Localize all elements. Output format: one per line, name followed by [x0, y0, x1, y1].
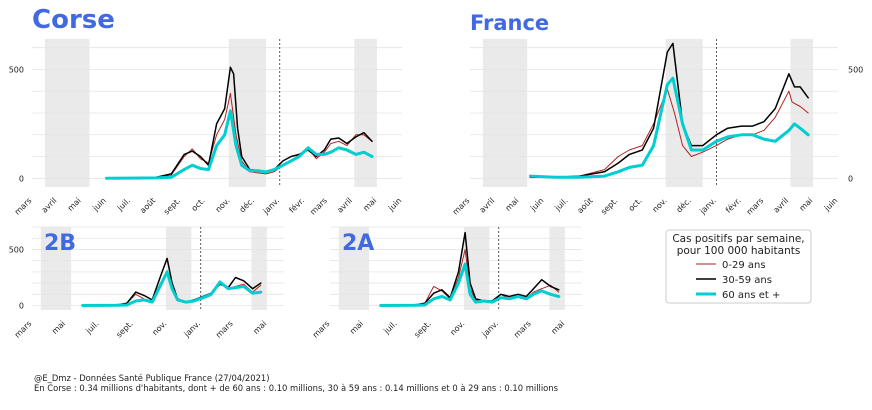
legend-frame — [665, 229, 812, 304]
x-tick-label: sept. — [412, 319, 432, 339]
x-tick-label: nov. — [651, 196, 669, 214]
series-line-60-ans-et- — [105, 109, 374, 180]
x-tick-label: juil. — [84, 319, 101, 336]
x-tick-label: mai — [361, 196, 378, 213]
shaded-period-3 — [549, 227, 565, 310]
x-tick-label: mai — [348, 319, 365, 336]
x-tick-label: mars — [214, 319, 235, 340]
shaded-period-3 — [251, 227, 267, 310]
x-tick-label: déc. — [237, 195, 256, 214]
series-line-60-ans-et- — [528, 76, 810, 179]
x-tick-label: juin — [822, 196, 839, 213]
x-tick-label: févr. — [723, 195, 743, 215]
x-tick-label: juil. — [115, 196, 132, 213]
y-tick-label: 500 — [848, 65, 863, 74]
x-tick-label: mai — [66, 196, 83, 213]
series-line-0-29-ans — [529, 88, 809, 178]
y-tick-label: 500 — [9, 65, 24, 74]
x-tick-label: janv. — [182, 319, 202, 339]
legend-title-line2: pour 100 000 habitants — [677, 245, 801, 257]
y-tick-label: 0 — [848, 174, 853, 183]
x-tick-label: janv. — [261, 196, 281, 216]
y-tick-label: 500 — [9, 245, 24, 254]
x-tick-label: nov. — [448, 319, 466, 337]
legend-label-30-59: 30-59 ans — [722, 275, 772, 286]
shaded-period-2 — [165, 227, 192, 310]
x-tick-label: nov. — [214, 196, 232, 214]
x-tick-label: mars — [451, 196, 472, 217]
x-tick-label: juin — [528, 196, 545, 213]
footer-source: @E_Dmz - Données Santé Publique France (… — [34, 373, 270, 383]
y-tick-label: 0 — [19, 302, 24, 311]
footer-population: En Corse : 0.34 millions d'habitants, do… — [34, 383, 558, 393]
x-tick-label: nov. — [150, 319, 168, 337]
x-tick-label: sept. — [162, 196, 182, 216]
x-tick-label: juil. — [382, 319, 399, 336]
x-tick-label: avril — [478, 196, 497, 215]
x-tick-label: mars — [308, 196, 329, 217]
legend-label-60-plus: 60 ans et + — [722, 290, 780, 301]
shaded-period-1 — [40, 227, 72, 310]
x-tick-label: août — [138, 196, 157, 215]
x-tick-label: mai — [504, 196, 521, 213]
series-line-60-ans-et- — [81, 270, 263, 307]
x-tick-label: mars — [13, 319, 34, 340]
x-tick-label: juin — [386, 196, 403, 213]
legend-title-line1: Cas positifs par semaine, — [672, 233, 804, 245]
x-tick-label: sept. — [114, 319, 134, 339]
x-tick-label: oct. — [627, 196, 644, 213]
y-tick-label: 0 — [19, 174, 24, 183]
panel-title: Corse — [32, 5, 115, 35]
x-tick-label: janv. — [480, 319, 500, 339]
x-tick-label: mai — [549, 319, 566, 336]
x-tick-label: juin — [91, 196, 108, 213]
x-tick-label: mai — [798, 196, 815, 213]
x-tick-label: avril — [335, 196, 354, 215]
x-tick-label: mars — [311, 319, 332, 340]
panel-title: 2A — [342, 231, 374, 256]
x-tick-label: févr. — [287, 195, 307, 215]
x-tick-label: juil. — [552, 196, 569, 213]
x-tick-label: mars — [512, 319, 533, 340]
series-line-30-59-ans — [379, 231, 560, 307]
series-line-60-ans-et- — [379, 262, 561, 307]
x-tick-label: avril — [40, 196, 59, 215]
x-tick-label: sept. — [599, 196, 619, 216]
x-tick-label: avril — [772, 196, 791, 215]
x-tick-label: janv. — [697, 196, 717, 216]
panel-title: France — [470, 11, 549, 35]
legend-label-0-29: 0-29 ans — [722, 260, 766, 271]
x-tick-label: mai — [251, 319, 268, 336]
x-tick-label: mars — [745, 196, 766, 217]
x-tick-label: août — [576, 196, 595, 215]
panel-title: 2B — [44, 231, 76, 256]
x-tick-label: déc. — [674, 195, 693, 214]
x-tick-label: mars — [13, 196, 34, 217]
x-tick-label: mai — [50, 319, 67, 336]
shaded-period-1 — [338, 227, 370, 310]
x-tick-label: oct. — [190, 196, 207, 213]
legend: Cas positifs par semaine, pour 100 000 h… — [665, 229, 812, 304]
